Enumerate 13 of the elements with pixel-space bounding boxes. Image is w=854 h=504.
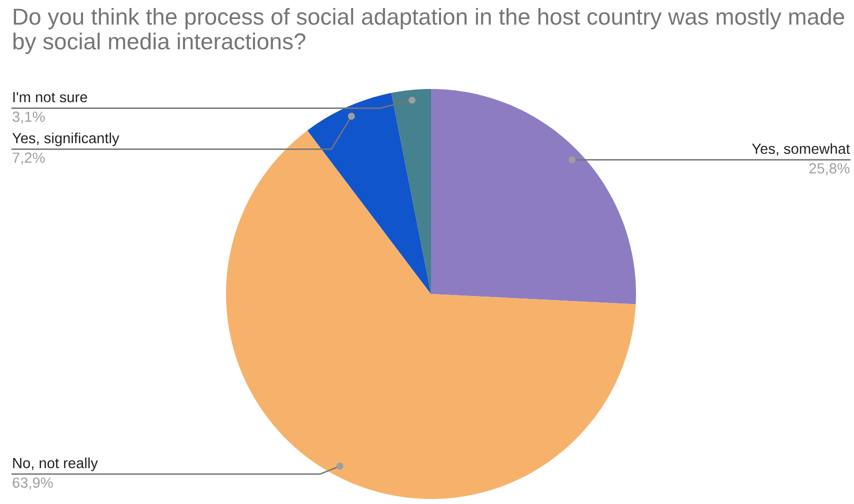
- slice-label: Yes, somewhat: [752, 143, 850, 156]
- data-label: 25,8%: [809, 163, 850, 176]
- slice-label: No, not really: [13, 458, 98, 472]
- data-label: 7,2%: [12, 152, 45, 165]
- chart-title: Do you think the process of social adaptation in the host country was mostly made by social media interactions?: [13, 8, 844, 54]
- slice-label: Yes, significantly: [12, 132, 120, 146]
- pie-slice: [226, 130, 636, 499]
- pie-slice: [431, 89, 636, 304]
- data-label: 3,1%: [12, 112, 45, 124]
- pie-slice: [307, 92, 431, 294]
- data-label: 63,9%: [12, 478, 53, 490]
- pie-slice: [391, 89, 431, 294]
- slice-label: I'm not sure: [13, 92, 88, 102]
